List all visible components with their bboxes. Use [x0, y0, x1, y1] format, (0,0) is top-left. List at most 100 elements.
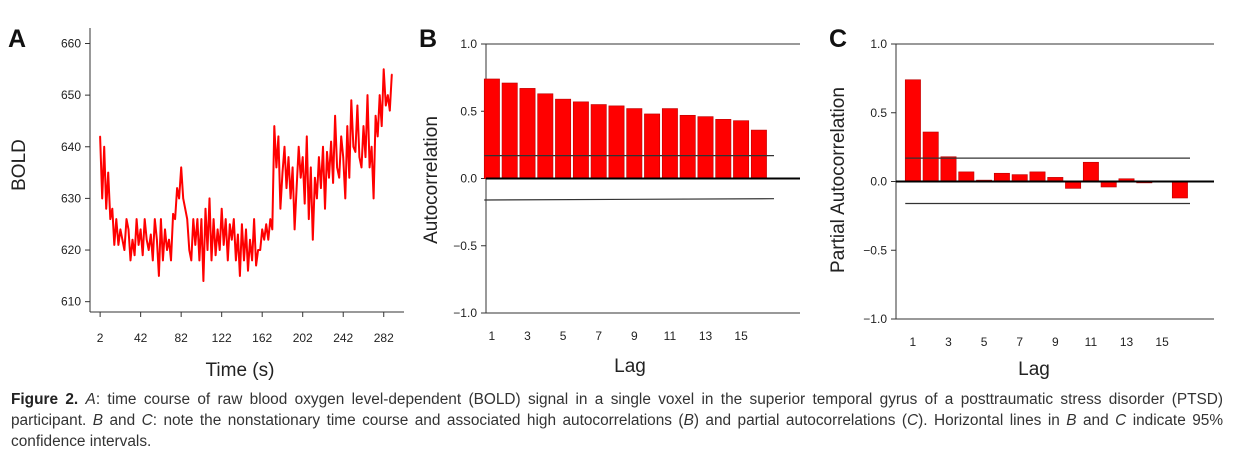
panel-c-xlabel: Lag: [1018, 359, 1050, 380]
panel-a-data-point: [214, 254, 217, 256]
panel-c-bar: [1082, 161, 1099, 182]
panel-a-x-tick-label: 82: [174, 331, 188, 345]
panel-a-data-point: [281, 171, 284, 174]
panel-b-bar: [519, 88, 536, 179]
panel-a-data-point: [316, 197, 318, 200]
panel-a-data-point: [354, 151, 357, 153]
panel-a-data-point: [149, 233, 152, 236]
panel-c-y-tick-label: −1.0: [863, 312, 887, 326]
panel-a-data-point: [158, 275, 160, 277]
panel-a-data-point: [127, 228, 130, 231]
panel-b-y-tick-label: −1.0: [453, 306, 477, 320]
panel-a-data-point: [356, 104, 359, 107]
panel-a-data-point: [139, 228, 142, 231]
panel-a-data-point: [352, 145, 355, 148]
panel-a-data-point: [186, 218, 189, 220]
panel-a-bold-series-line: [99, 68, 393, 282]
panel-a-data-point: [285, 187, 288, 189]
panel-a-data-point: [117, 244, 120, 246]
panel-b-autocorrelation: B Autocorrelation Lag 1.0 0.5 0.0 −0.5 −1.0 1…: [419, 25, 800, 377]
panel-b-bar: [661, 108, 678, 179]
panel-b-bar: [733, 120, 750, 179]
panel-c-bar: [922, 131, 939, 182]
panel-a-data-point: [283, 145, 286, 148]
panel-a-data-point: [322, 145, 324, 148]
panel-b-bar: [501, 82, 518, 179]
caption-segment: A: [85, 391, 96, 408]
panel-b-y-tick-label: 0.0: [460, 172, 477, 186]
panel-a-data-point: [131, 238, 134, 241]
panel-a-data-point: [370, 145, 373, 148]
panel-a-data-point: [318, 156, 320, 158]
panel-a-data-point: [141, 254, 144, 256]
panel-a-x-tick-label: 42: [134, 331, 148, 345]
panel-a-data-point: [192, 218, 195, 220]
panel-b-y-tick-label: −0.5: [453, 239, 477, 253]
panel-a-data-point: [115, 218, 118, 220]
panel-a-data-point: [208, 197, 211, 200]
caption-segment: C: [141, 412, 153, 429]
panel-a-data-point: [119, 228, 122, 231]
panel-a-data-point: [358, 156, 361, 158]
panel-a-x-tick-label: 282: [374, 331, 394, 345]
caption-segment: : time course of raw blood oxygen level-…: [11, 391, 1224, 429]
panel-a-data-point: [172, 213, 174, 215]
panel-b-y-tick-label: 1.0: [460, 37, 477, 51]
panel-a-data-point: [101, 197, 103, 200]
caption-segment: B: [1066, 412, 1077, 429]
panel-a-data-point: [295, 187, 298, 189]
panel-b-x-tick-label: 1: [489, 329, 496, 343]
panel-a-data-point: [206, 249, 209, 251]
panel-a-data-point: [103, 145, 105, 148]
panel-a-data-point: [111, 207, 114, 210]
panel-a-y-tick-label: 610: [61, 295, 81, 309]
panel-a-data-point: [137, 244, 140, 246]
caption-segment: B: [92, 412, 104, 429]
panel-a-data-point: [204, 207, 207, 210]
panel-a-data-point: [228, 223, 231, 226]
panel-a-data-point: [366, 94, 369, 96]
panel-a-data-point: [233, 218, 235, 220]
panel-a-data-point: [194, 244, 197, 246]
panel-b-y-tick-label: 0.5: [460, 104, 477, 118]
panel-a-data-point: [129, 259, 132, 262]
panel-a-data-point: [198, 259, 201, 262]
panel-b-xlabel: Lag: [614, 356, 646, 377]
panel-a-x-tick-label: 162: [252, 331, 272, 345]
panel-b-ylabel: Autocorrelation: [421, 116, 442, 244]
panel-c-x-tick-label: 11: [1085, 335, 1098, 349]
panel-a-data-point: [180, 166, 182, 169]
panel-a-data-point: [350, 99, 353, 102]
panel-b-x-tick-label: 11: [664, 329, 677, 343]
panel-a-data-point: [113, 244, 116, 246]
panel-a-data-point: [224, 218, 227, 220]
panel-a-x-tick-label: 122: [212, 331, 232, 345]
panel-c-bar: [940, 156, 957, 182]
panel-a-data-point: [287, 156, 290, 158]
panel-c-bar: [904, 79, 921, 182]
panel-a-data-point: [374, 114, 377, 117]
panel-c-bar: [1011, 174, 1028, 182]
panel-a-data-point: [277, 135, 280, 138]
panel-a-data-point: [135, 218, 138, 220]
panel-a-data-point: [364, 156, 367, 158]
panel-b-bar: [697, 116, 714, 179]
panel-a-data-point: [362, 125, 365, 127]
panel-a-data-point: [176, 187, 178, 189]
panel-a-y-tick-label: 660: [61, 36, 81, 50]
panel-a-data-point: [210, 259, 213, 262]
panel-b-bar: [626, 108, 643, 179]
panel-c-ylabel: Partial Autocorrelation: [828, 87, 849, 273]
panel-c-bar: [1171, 181, 1188, 199]
panel-a-data-point: [249, 238, 251, 241]
panel-a-data-point: [289, 197, 292, 200]
panel-a-data-point: [330, 140, 332, 143]
panel-a-data-point: [166, 249, 168, 251]
panel-a-data-point: [305, 135, 308, 138]
panel-a-data-point: [133, 254, 136, 256]
panel-a-data-point: [156, 238, 158, 241]
panel-a-letter: A: [8, 25, 26, 53]
panel-a-data-point: [99, 135, 101, 138]
panel-a-data-point: [269, 218, 272, 220]
panel-a-data-point: [222, 244, 225, 246]
